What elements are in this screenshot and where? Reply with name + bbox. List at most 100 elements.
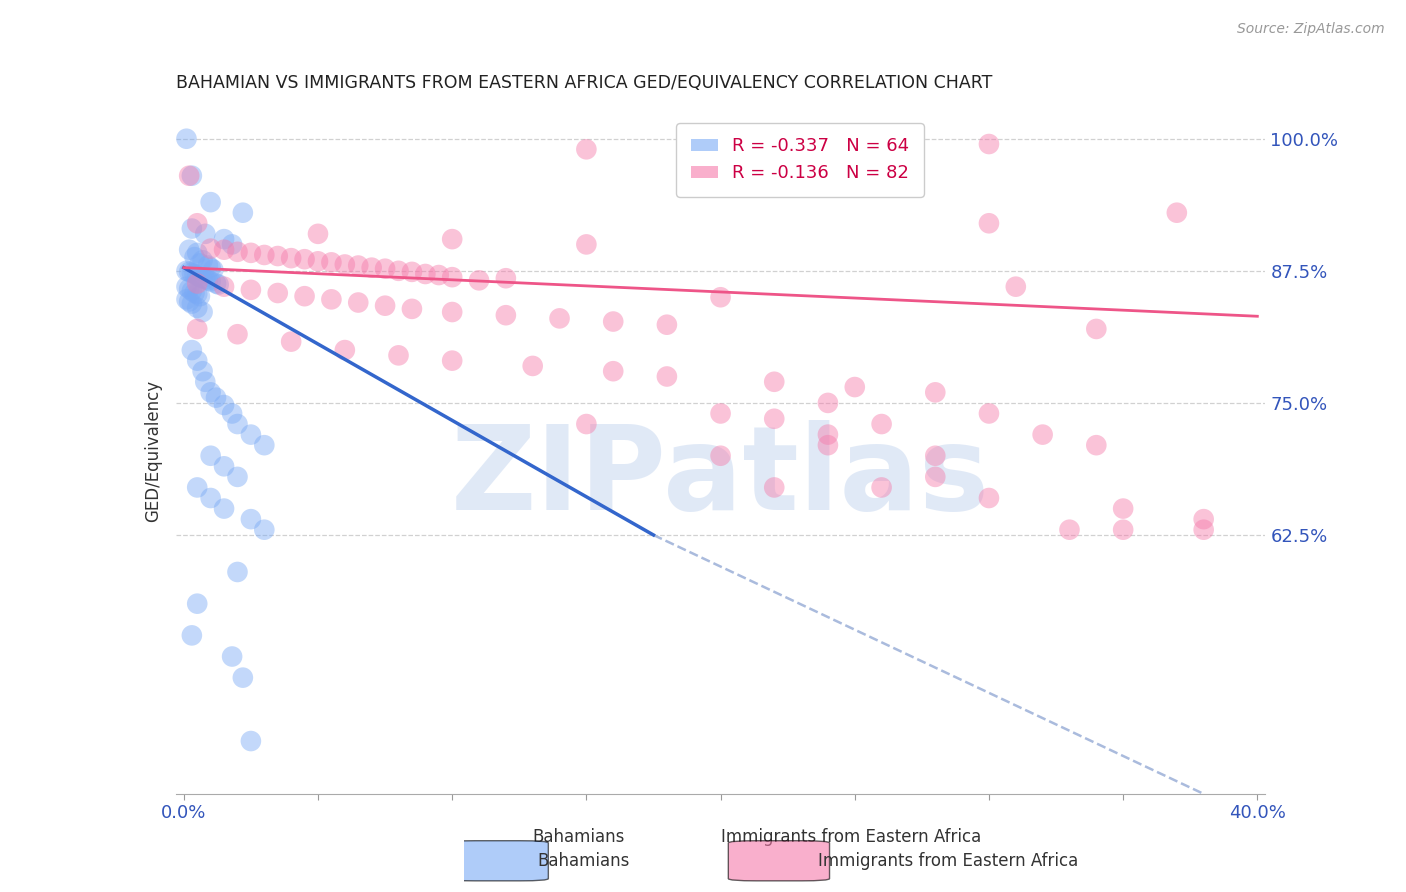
Point bbox=[197, 273, 219, 287]
Point bbox=[817, 427, 839, 442]
Point bbox=[1192, 523, 1215, 537]
Point bbox=[186, 216, 208, 230]
Point bbox=[186, 245, 208, 260]
Point bbox=[188, 270, 211, 285]
Point bbox=[226, 417, 249, 431]
Point bbox=[1085, 438, 1108, 452]
Point bbox=[1085, 322, 1108, 336]
Point bbox=[870, 480, 893, 494]
Point bbox=[495, 271, 517, 285]
Point bbox=[441, 353, 464, 368]
Point bbox=[221, 649, 243, 664]
Point bbox=[977, 491, 1000, 505]
Point bbox=[186, 287, 208, 301]
Point bbox=[179, 169, 201, 183]
Point bbox=[232, 205, 254, 219]
FancyBboxPatch shape bbox=[728, 840, 830, 881]
Point bbox=[176, 132, 198, 146]
Point bbox=[183, 285, 205, 300]
Point bbox=[374, 299, 396, 313]
Point bbox=[333, 343, 356, 357]
Point bbox=[212, 279, 235, 293]
Point bbox=[253, 523, 276, 537]
Point bbox=[347, 295, 370, 310]
Text: ZIPatlas: ZIPatlas bbox=[451, 420, 990, 535]
Point bbox=[575, 237, 598, 252]
Point bbox=[924, 385, 946, 400]
Point bbox=[179, 294, 201, 309]
Point bbox=[817, 438, 839, 452]
Point bbox=[180, 284, 202, 298]
Point bbox=[183, 267, 205, 281]
Point bbox=[307, 254, 329, 268]
Point bbox=[655, 318, 678, 332]
Point bbox=[575, 142, 598, 156]
Point bbox=[221, 407, 243, 421]
Point bbox=[176, 264, 198, 278]
Point bbox=[200, 491, 222, 505]
Point bbox=[186, 322, 208, 336]
Point bbox=[212, 398, 235, 412]
Point bbox=[575, 417, 598, 431]
Point bbox=[763, 375, 786, 389]
Point bbox=[977, 216, 1000, 230]
Point bbox=[194, 227, 217, 241]
Point bbox=[1004, 279, 1026, 293]
Point bbox=[186, 277, 208, 291]
Point bbox=[441, 270, 464, 285]
Point bbox=[205, 277, 228, 291]
Point bbox=[280, 251, 302, 265]
Point bbox=[495, 308, 517, 322]
Point bbox=[239, 245, 262, 260]
Point bbox=[180, 296, 202, 310]
Point bbox=[307, 227, 329, 241]
Point bbox=[374, 261, 396, 276]
Point bbox=[360, 260, 382, 275]
Point bbox=[427, 268, 450, 282]
Point bbox=[977, 407, 1000, 421]
Point bbox=[294, 252, 316, 267]
Point bbox=[924, 470, 946, 484]
Point bbox=[202, 262, 225, 277]
Point bbox=[870, 417, 893, 431]
Point bbox=[239, 734, 262, 748]
Point bbox=[239, 512, 262, 526]
Point bbox=[401, 301, 423, 316]
Point bbox=[321, 293, 343, 307]
Point bbox=[226, 244, 249, 259]
Point bbox=[321, 255, 343, 269]
Point bbox=[763, 480, 786, 494]
Text: Immigrants from Eastern Africa: Immigrants from Eastern Africa bbox=[818, 852, 1078, 870]
Point bbox=[415, 267, 437, 281]
Point bbox=[194, 272, 217, 286]
Point bbox=[1059, 523, 1081, 537]
Point bbox=[232, 671, 254, 685]
Point bbox=[188, 289, 211, 303]
Point bbox=[191, 253, 214, 268]
Point bbox=[200, 274, 222, 288]
Point bbox=[253, 438, 276, 452]
Point bbox=[226, 565, 249, 579]
Point bbox=[253, 248, 276, 262]
Point bbox=[212, 232, 235, 246]
Point bbox=[602, 364, 624, 378]
Point bbox=[401, 265, 423, 279]
Point bbox=[226, 470, 249, 484]
Text: Bahamians: Bahamians bbox=[533, 828, 626, 846]
Point bbox=[191, 364, 214, 378]
Point bbox=[194, 375, 217, 389]
Point bbox=[1112, 501, 1135, 516]
Point bbox=[180, 343, 202, 357]
Point bbox=[200, 242, 222, 256]
Point bbox=[176, 293, 198, 307]
Point bbox=[239, 283, 262, 297]
Point bbox=[200, 449, 222, 463]
Point bbox=[200, 260, 222, 275]
Text: Immigrants from Eastern Africa: Immigrants from Eastern Africa bbox=[721, 828, 981, 846]
Y-axis label: GED/Equivalency: GED/Equivalency bbox=[143, 379, 162, 522]
Point bbox=[763, 411, 786, 425]
Point bbox=[186, 269, 208, 284]
Point bbox=[191, 271, 214, 285]
Point bbox=[602, 314, 624, 328]
Point bbox=[710, 290, 733, 304]
